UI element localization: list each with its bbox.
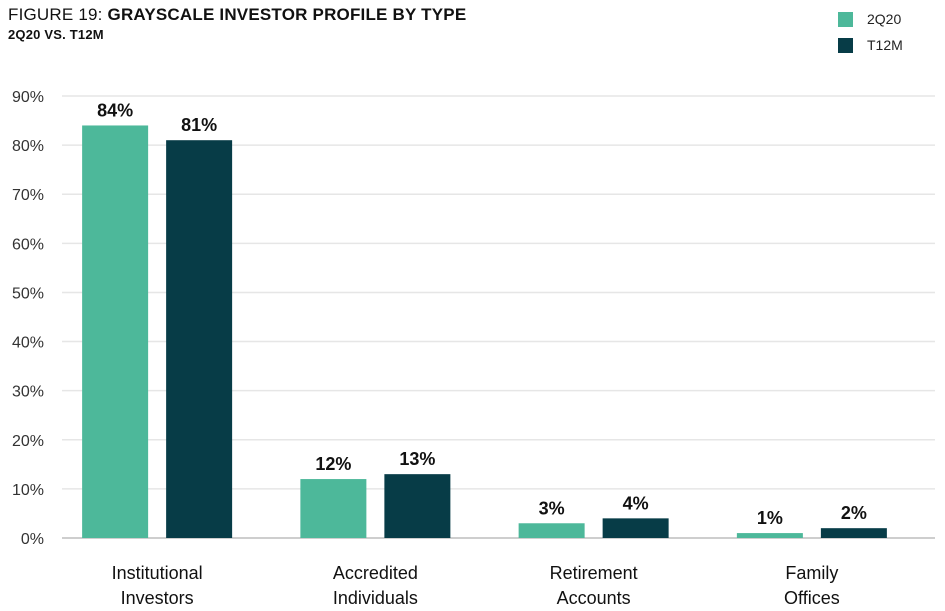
- y-tick-label: 80%: [12, 138, 44, 155]
- y-tick-label: 0%: [21, 531, 44, 548]
- legend-item-2q20: 2Q20: [838, 6, 903, 32]
- x-tick-label: Accredited: [333, 563, 418, 583]
- bar: [384, 474, 451, 538]
- y-tick-label: 10%: [12, 482, 44, 499]
- y-tick-label: 70%: [12, 187, 44, 204]
- data-label: 12%: [315, 454, 351, 474]
- x-tick-label: Individuals: [333, 588, 418, 608]
- legend-label-2q20: 2Q20: [867, 11, 902, 27]
- data-label: 1%: [757, 508, 783, 528]
- legend-label-t12m: T12M: [867, 37, 903, 53]
- x-tick-label: Family: [785, 563, 838, 583]
- x-tick-label: Offices: [784, 588, 840, 608]
- bar: [82, 125, 149, 538]
- data-label: 84%: [97, 100, 133, 120]
- y-tick-label: 30%: [12, 384, 44, 401]
- data-label: 13%: [399, 449, 435, 469]
- y-tick-label: 50%: [12, 285, 44, 302]
- chart-title: FIGURE 19: GRAYSCALE INVESTOR PROFILE BY…: [8, 5, 466, 25]
- bar: [166, 140, 233, 538]
- y-tick-label: 90%: [12, 89, 44, 106]
- bar: [820, 528, 887, 538]
- legend-swatch-t12m: [838, 37, 853, 53]
- y-tick-label: 20%: [12, 433, 44, 450]
- data-label: 81%: [181, 115, 217, 135]
- x-tick-label: Retirement: [550, 563, 638, 583]
- x-tick-label: Investors: [121, 588, 194, 608]
- legend: 2Q20 T12M: [838, 6, 903, 58]
- legend-swatch-2q20: [838, 11, 853, 27]
- y-tick-label: 60%: [12, 236, 44, 253]
- x-tick-label: Accounts: [557, 588, 631, 608]
- bar: [602, 518, 669, 538]
- x-tick-label: Institutional: [112, 563, 203, 583]
- data-label: 2%: [841, 503, 867, 523]
- chart-subtitle: 2Q20 VS. T12M: [8, 27, 104, 42]
- legend-item-t12m: T12M: [838, 32, 903, 58]
- data-label: 3%: [539, 498, 565, 518]
- bar: [300, 479, 367, 538]
- bar: [736, 533, 803, 538]
- bar: [518, 523, 585, 538]
- chart-title-block: FIGURE 19: GRAYSCALE INVESTOR PROFILE BY…: [8, 5, 466, 44]
- data-label: 4%: [623, 493, 649, 513]
- y-tick-label: 40%: [12, 335, 44, 352]
- chart-title-text: GRAYSCALE INVESTOR PROFILE BY TYPE: [107, 5, 467, 24]
- figure-number: FIGURE 19:: [8, 5, 108, 24]
